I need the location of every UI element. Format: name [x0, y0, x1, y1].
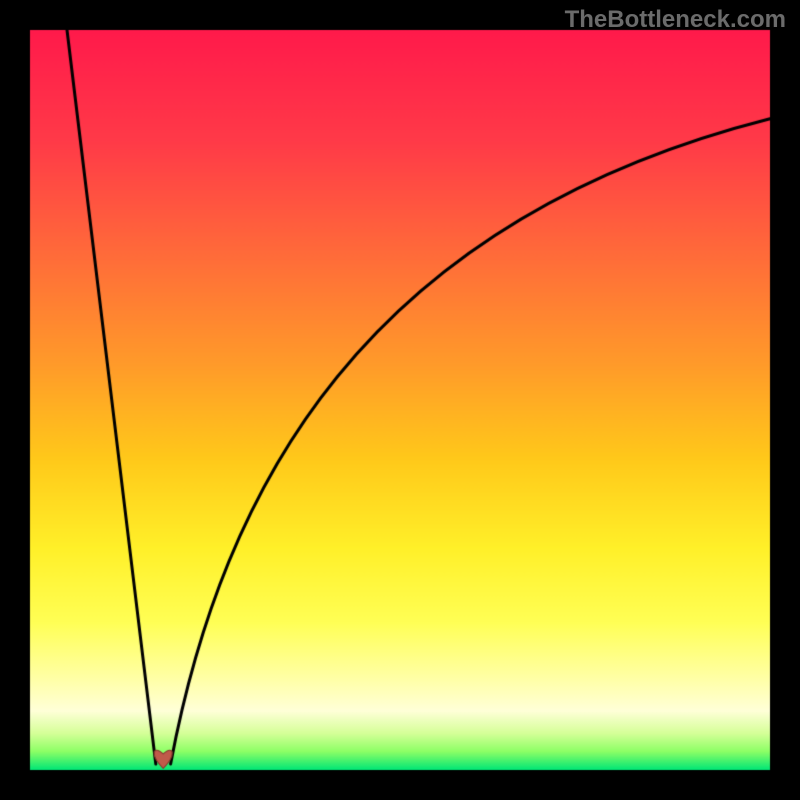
chart-container: TheBottleneck.com [0, 0, 800, 800]
watermark-label: TheBottleneck.com [565, 6, 786, 34]
bottleneck-chart-canvas [0, 0, 800, 800]
